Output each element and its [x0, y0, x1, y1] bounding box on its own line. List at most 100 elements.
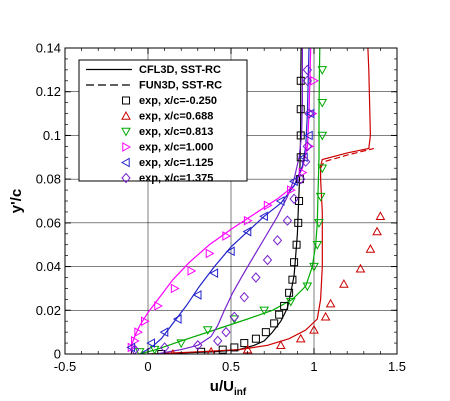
legend-series-label: exp, x/c=1.375 — [139, 173, 213, 185]
data-point-4-7 — [242, 226, 252, 237]
series-line-3-0 — [130, 48, 312, 354]
series-markers — [126, 64, 386, 354]
data-point-3-9 — [243, 215, 253, 226]
x-tick-label: -0.5 — [54, 359, 76, 374]
data-point-3-12 — [298, 167, 308, 178]
data-point-2-10 — [314, 219, 324, 228]
data-point-4-13 — [305, 108, 315, 119]
data-point-0-2 — [218, 345, 227, 354]
x-tick-label: 1 — [310, 359, 317, 374]
data-point-1-7 — [325, 298, 336, 308]
data-point-3-11 — [287, 185, 296, 195]
series-line-5-0 — [156, 48, 303, 354]
data-point-5-2 — [193, 340, 203, 351]
x-axis-label: u/Uinf — [210, 378, 247, 398]
y-tick-label: 0.04 — [36, 259, 61, 274]
data-point-4-1 — [146, 338, 156, 348]
legend-marker — [120, 157, 130, 168]
data-point-1-3 — [275, 340, 286, 349]
data-point-2-5 — [259, 306, 270, 316]
data-point-1-8 — [339, 279, 349, 288]
data-point-3-3 — [140, 316, 150, 327]
data-point-2-6 — [285, 297, 296, 307]
data-point-3-2 — [134, 327, 144, 337]
data-point-1-6 — [320, 311, 331, 321]
data-point-3-10 — [263, 200, 273, 211]
data-point-2-0 — [134, 348, 145, 354]
data-point-1-5 — [309, 324, 319, 334]
legend: CFL3D, SST-RC FUN3D, SST-RC exp, x/c=-0.25… — [78, 59, 248, 185]
data-point-2-3 — [202, 326, 213, 335]
data-point-5-13 — [301, 156, 311, 167]
data-point-5-5 — [229, 311, 239, 323]
data-point-5-4 — [221, 326, 231, 338]
legend-marker — [122, 96, 130, 105]
data-point-2-2 — [176, 339, 187, 349]
legend-series-label: exp, x/c=0.813 — [139, 126, 213, 138]
x-axis-label-main: u/U — [210, 378, 234, 395]
data-point-4-12 — [303, 130, 313, 141]
data-point-5-3 — [213, 335, 223, 347]
data-point-0-4 — [240, 339, 249, 348]
data-point-5-15 — [304, 108, 314, 119]
data-point-2-9 — [312, 241, 323, 250]
data-point-0-20 — [296, 76, 305, 85]
x-tick-label: 1.5 — [388, 359, 406, 374]
data-point-0-17 — [296, 153, 305, 162]
data-point-2-7 — [302, 282, 313, 292]
data-point-4-6 — [225, 246, 235, 257]
data-point-0-3 — [230, 343, 239, 352]
data-point-1-9 — [355, 263, 366, 273]
data-point-2-12 — [317, 164, 328, 174]
data-point-0-14 — [294, 218, 303, 227]
data-point-0-11 — [288, 275, 297, 284]
data-point-5-11 — [289, 193, 299, 205]
legend-series-label: exp, x/c=-0.250 — [139, 95, 217, 107]
data-point-3-14 — [308, 108, 318, 119]
legend-series-label: exp, x/c=0.688 — [139, 111, 213, 123]
tick-labels: -0.5 0 0.5 1 1.500.020.040.060.080.10.120.14 — [36, 41, 406, 375]
data-point-1-12 — [375, 211, 386, 220]
data-point-0-13 — [292, 240, 301, 249]
data-point-1-4 — [295, 333, 306, 343]
legend-series-label: exp, x/c=1.125 — [139, 157, 213, 169]
data-point-3-5 — [170, 283, 180, 294]
data-point-5-7 — [251, 272, 261, 283]
series-lines — [130, 48, 374, 354]
x-axis-label-subscript: inf — [234, 387, 247, 398]
legend-series-label: exp, x/c=1.000 — [139, 142, 213, 154]
data-point-0-9 — [280, 301, 289, 310]
series-line-2-0 — [139, 48, 321, 354]
data-point-5-12 — [296, 173, 306, 185]
data-point-2-8 — [309, 262, 319, 272]
legend-marker — [121, 110, 131, 120]
data-point-0-12 — [290, 258, 299, 267]
legend-line-label: CFL3D, SST-RC — [139, 64, 221, 76]
data-point-0-6 — [261, 328, 270, 337]
legend-marker — [121, 172, 131, 184]
data-point-4-3 — [172, 314, 182, 324]
data-point-2-14 — [317, 98, 328, 108]
data-point-2-11 — [315, 192, 326, 202]
series-line-4-0 — [139, 48, 310, 354]
data-point-2-15 — [317, 66, 328, 75]
data-point-5-17 — [302, 64, 313, 76]
legend-line-label: FUN3D, SST-RC — [139, 80, 222, 92]
axis-ticks — [64, 47, 398, 355]
data-point-0-7 — [270, 319, 279, 328]
data-point-3-1 — [131, 336, 140, 346]
y-tick-label: 0.12 — [36, 84, 61, 99]
y-tick-label: 0 — [54, 347, 61, 362]
x-tick-label: 0 — [144, 359, 151, 374]
data-point-0-10 — [285, 288, 294, 297]
data-point-4-9 — [275, 196, 285, 206]
data-point-5-10 — [282, 215, 293, 226]
data-point-5-9 — [272, 235, 283, 246]
y-tick-label: 0.08 — [36, 172, 61, 187]
data-point-5-16 — [302, 75, 313, 87]
data-point-2-13 — [317, 131, 328, 141]
data-point-4-4 — [192, 290, 202, 300]
legend-marker — [122, 142, 132, 152]
y-axis-label: y'/c — [8, 189, 25, 213]
